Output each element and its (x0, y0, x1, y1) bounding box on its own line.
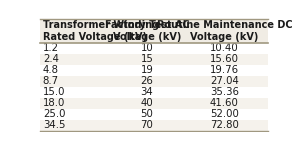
Bar (181, 120, 268, 131)
Text: 15.60: 15.60 (210, 54, 239, 64)
Bar (40, 19, 113, 43)
Text: 35.36: 35.36 (210, 87, 239, 97)
Text: 34.5: 34.5 (43, 120, 65, 130)
Bar (181, 87, 268, 98)
Text: 26: 26 (140, 76, 153, 86)
Bar (113, 98, 181, 109)
Bar (113, 109, 181, 120)
Bar (113, 76, 181, 87)
Bar (181, 109, 268, 120)
Text: 19.76: 19.76 (210, 65, 239, 75)
Text: 15.0: 15.0 (43, 87, 65, 97)
Text: 50: 50 (140, 109, 153, 119)
Text: 15: 15 (140, 54, 153, 64)
Text: 4.8: 4.8 (43, 65, 59, 75)
Text: 8.7: 8.7 (43, 76, 59, 86)
Text: 70: 70 (140, 120, 153, 130)
Bar (40, 98, 113, 109)
Bar (181, 65, 268, 76)
Text: 19: 19 (140, 65, 153, 75)
Text: 1.2: 1.2 (43, 43, 59, 53)
Bar (113, 19, 181, 43)
Text: 10.40: 10.40 (210, 43, 239, 53)
Text: Routine Maintenance DC
Voltage (kV): Routine Maintenance DC Voltage (kV) (157, 20, 292, 42)
Text: 41.60: 41.60 (210, 98, 239, 108)
Bar (40, 87, 113, 98)
Text: 52.00: 52.00 (210, 109, 239, 119)
Bar (181, 98, 268, 109)
Text: 72.80: 72.80 (210, 120, 239, 130)
Bar (40, 54, 113, 65)
Bar (113, 43, 181, 54)
Bar (181, 76, 268, 87)
Bar (113, 65, 181, 76)
Text: Transformer Winding
Rated Voltage (kV): Transformer Winding Rated Voltage (kV) (43, 20, 159, 42)
Text: 2.4: 2.4 (43, 54, 59, 64)
Bar (181, 54, 268, 65)
Bar (113, 54, 181, 65)
Bar (113, 87, 181, 98)
Bar (181, 19, 268, 43)
Bar (40, 120, 113, 131)
Text: 34: 34 (140, 87, 153, 97)
Bar (40, 109, 113, 120)
Bar (40, 76, 113, 87)
Text: 18.0: 18.0 (43, 98, 65, 108)
Text: 27.04: 27.04 (210, 76, 239, 86)
Bar (113, 120, 181, 131)
Bar (40, 65, 113, 76)
Text: Factory Test AC
Voltage (kV): Factory Test AC Voltage (kV) (104, 20, 189, 42)
Bar (40, 43, 113, 54)
Text: 40: 40 (140, 98, 153, 108)
Text: 25.0: 25.0 (43, 109, 65, 119)
Bar (181, 43, 268, 54)
Text: 10: 10 (140, 43, 153, 53)
